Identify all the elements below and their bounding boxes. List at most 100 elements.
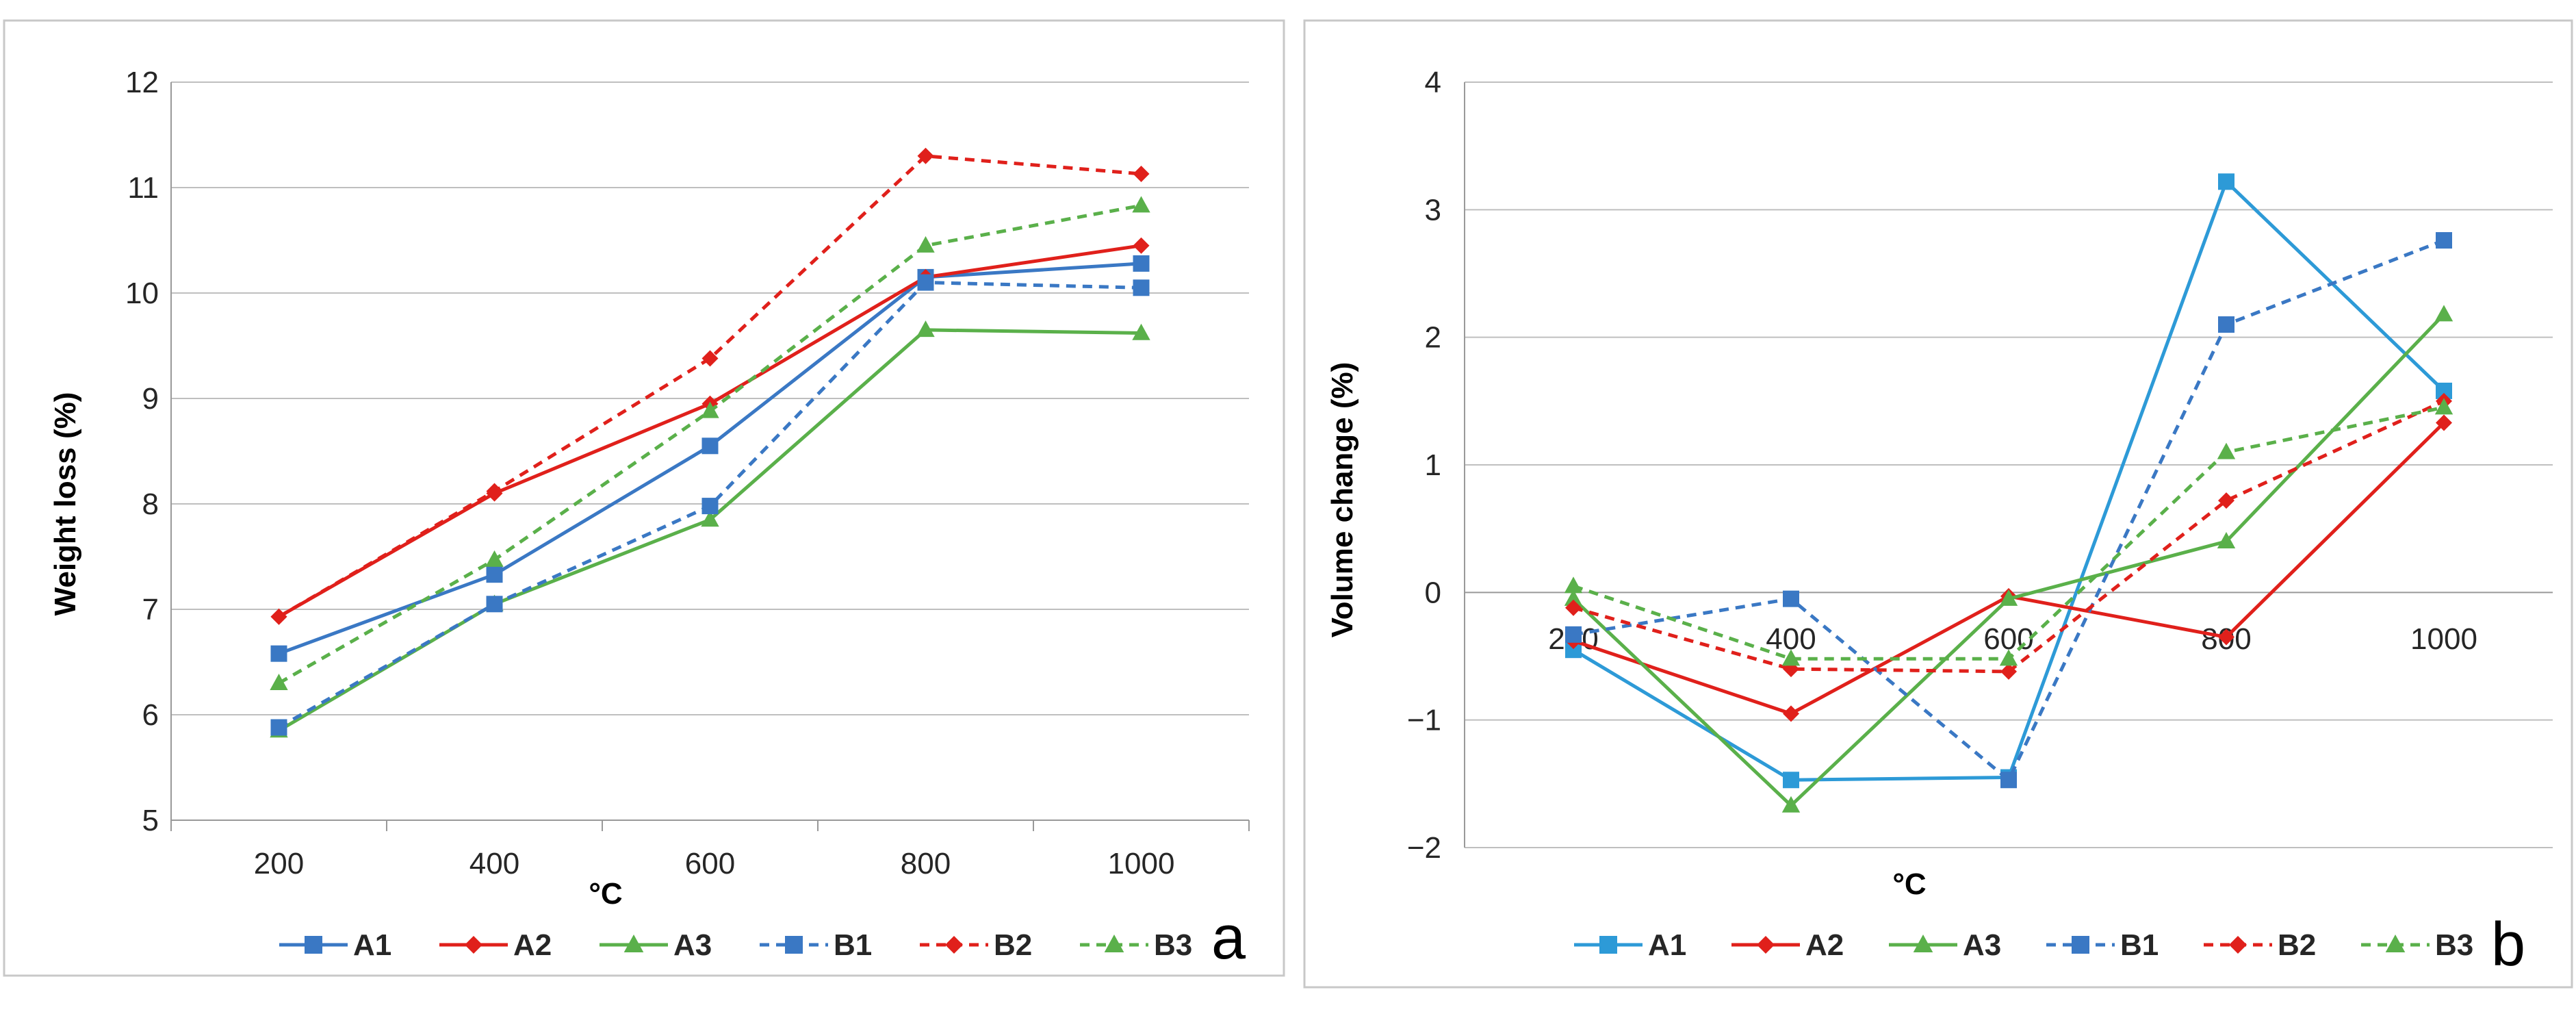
legend-marker-a1 [305, 936, 322, 954]
chart-a-series [270, 147, 1150, 738]
legend-label-b2: B2 [2278, 928, 2316, 962]
chart-a-yticks: 5 6 7 8 9 10 11 12 [125, 66, 159, 837]
data-point-b1 [486, 596, 503, 613]
data-point-b1 [917, 274, 934, 291]
data-point-a2 [1783, 705, 1799, 722]
legend-label-a3: A3 [1963, 928, 2001, 962]
y-tick-label: −1 [1407, 704, 1441, 737]
y-tick-label: 1 [1425, 448, 1441, 482]
y-tick-label: 2 [1425, 321, 1441, 355]
data-point-b2 [270, 608, 287, 625]
data-point-b1 [2218, 316, 2234, 333]
y-tick-label: 9 [142, 382, 159, 416]
data-point-b1 [270, 719, 287, 736]
data-point-b3 [1132, 196, 1150, 213]
data-point-a1 [1783, 772, 1799, 789]
data-point-a1 [2218, 173, 2234, 190]
legend-label-a1: A1 [1648, 928, 1686, 962]
y-tick-label: 10 [125, 277, 159, 310]
legend-label-b2: B2 [994, 928, 1032, 962]
x-tick-label: 400 [469, 847, 519, 880]
data-point-a1 [701, 437, 719, 455]
legend-label-a1: A1 [353, 928, 391, 962]
data-point-a1 [486, 566, 503, 583]
y-tick-label: 3 [1425, 193, 1441, 227]
data-point-b3 [916, 236, 935, 253]
data-point-b2 [917, 147, 934, 164]
chart-b-xlabel: °C [1892, 867, 1926, 901]
chart-a-legend: A1 A2 A3 B1 B2 B3 [279, 928, 1192, 962]
chart-b-series [1564, 173, 2453, 813]
data-point-b3 [2434, 398, 2453, 415]
legend-marker-b1 [2072, 936, 2089, 954]
y-tick-label: 0 [1425, 576, 1441, 609]
chart-b-legend: A1 A2 A3 B1 B2 B3 [1574, 928, 2473, 962]
y-tick-label: 4 [1425, 66, 1441, 99]
data-point-a2 [2218, 628, 2234, 646]
data-point-b2 [1565, 599, 1582, 616]
legend-label-a3: A3 [673, 928, 712, 962]
data-point-b3 [701, 401, 719, 418]
data-point-b2 [2218, 492, 2234, 509]
legend-label-a2: A2 [1805, 928, 1844, 962]
data-point-b2 [2000, 663, 2017, 680]
data-point-a1 [1133, 255, 1150, 272]
data-point-a3 [701, 510, 719, 527]
weight-loss-chart: 5 6 7 8 9 10 11 12 200 400 600 800 1000 Weight loss… [3, 19, 1285, 977]
chart-a-xticks: 200 400 600 800 1000 [254, 847, 1175, 880]
legend-marker-b3 [1104, 935, 1124, 953]
y-tick-label: 8 [142, 487, 159, 521]
data-point-a3 [2434, 305, 2453, 322]
data-point-a3 [1999, 589, 2018, 606]
data-point-b2 [701, 350, 719, 367]
legend-marker-a2 [465, 936, 482, 954]
chart-a-panel-label: a [1211, 904, 1246, 972]
legend-marker-b1 [785, 936, 803, 954]
y-tick-label: −2 [1407, 831, 1441, 865]
data-point-a3 [916, 320, 935, 338]
data-point-b1 [701, 498, 719, 515]
legend-marker-a2 [1757, 936, 1775, 954]
chart-b-ylabel: Volume change (%) [1326, 362, 1359, 638]
y-tick-label: 12 [125, 66, 159, 99]
x-tick-label: 200 [254, 847, 304, 880]
data-point-b1 [1565, 626, 1582, 643]
data-point-a3 [1564, 589, 1583, 606]
legend-label-b1: B1 [834, 928, 872, 962]
chart-b-panel-label: b [2491, 911, 2525, 979]
legend-marker-a3 [1913, 935, 1933, 953]
x-tick-label: 600 [685, 847, 735, 880]
legend-marker-a1 [1599, 936, 1617, 954]
legend-label-b3: B3 [1154, 928, 1192, 962]
legend-marker-b3 [2385, 935, 2406, 953]
data-point-a3 [2217, 532, 2236, 548]
y-tick-label: 6 [142, 698, 159, 732]
data-point-b2 [486, 483, 503, 500]
data-point-a3 [1781, 796, 1801, 813]
data-point-a2 [2436, 414, 2452, 431]
data-point-b3 [270, 674, 288, 690]
legend-label-b3: B3 [2435, 928, 2473, 962]
data-point-a3 [1132, 323, 1150, 340]
x-tick-label: 1000 [2410, 622, 2477, 656]
y-tick-label: 11 [127, 171, 159, 205]
data-point-b1 [2436, 232, 2452, 249]
data-point-b1 [1133, 279, 1150, 296]
data-point-b2 [1133, 165, 1150, 182]
data-point-b1 [2000, 772, 2017, 789]
data-point-b3 [1781, 649, 1801, 666]
x-tick-label: 1000 [1108, 847, 1175, 880]
chart-a-axes [170, 82, 1250, 831]
x-tick-label: 800 [901, 847, 951, 880]
legend-label-a2: A2 [513, 928, 552, 962]
legend-label-b1: B1 [2120, 928, 2159, 962]
chart-b-yticks: −2 −1 0 1 2 3 4 [1407, 66, 1441, 865]
data-point-b3 [1999, 649, 2018, 666]
y-tick-label: 7 [142, 593, 159, 626]
data-point-b3 [485, 550, 504, 567]
chart-a-frame [3, 19, 1285, 977]
data-point-a1 [270, 645, 287, 662]
legend-marker-b2 [2229, 936, 2247, 954]
chart-b-gridlines [1465, 81, 2553, 848]
chart-a-ylabel: Weight loss (%) [49, 392, 82, 616]
